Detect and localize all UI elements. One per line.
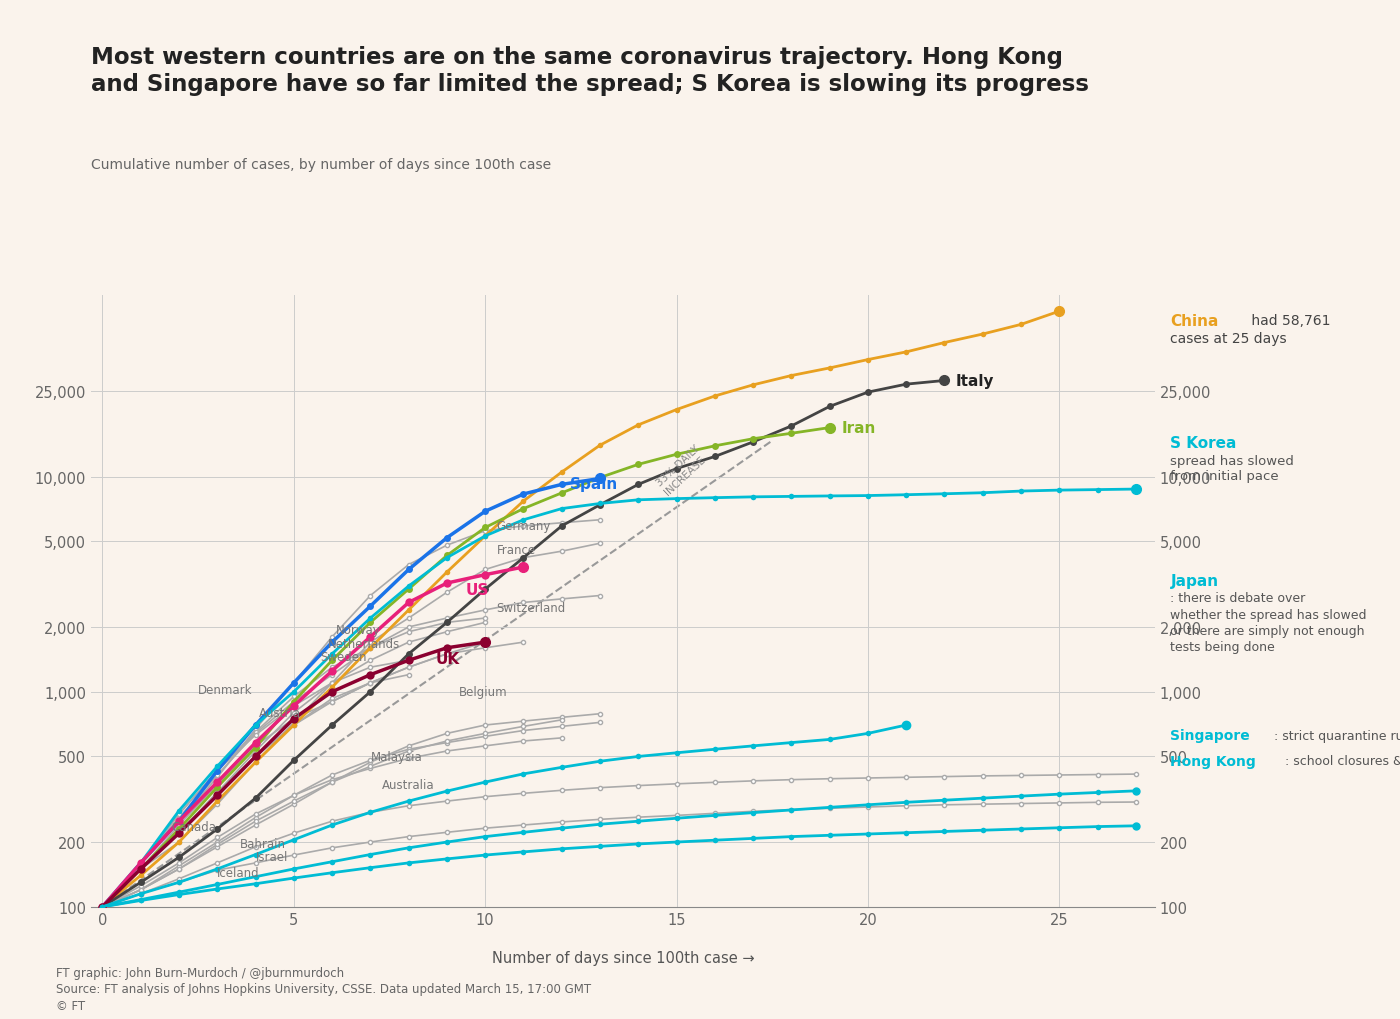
Text: Iran: Iran xyxy=(841,421,875,436)
Text: © FT: © FT xyxy=(56,999,85,1012)
Text: Hong Kong: Hong Kong xyxy=(1170,754,1256,768)
Text: Israel: Israel xyxy=(256,850,288,863)
Text: Spain: Spain xyxy=(570,477,617,491)
Text: tests being done: tests being done xyxy=(1170,641,1275,653)
Text: US: US xyxy=(466,582,490,597)
Text: had 58,761: had 58,761 xyxy=(1247,314,1331,328)
Text: : there is debate over: : there is debate over xyxy=(1170,592,1306,604)
Text: spread has slowed: spread has slowed xyxy=(1170,454,1294,467)
Text: Germany: Germany xyxy=(497,520,552,533)
Text: Netherlands: Netherlands xyxy=(328,637,400,650)
Text: Belgium: Belgium xyxy=(458,686,507,698)
Text: Cumulative number of cases, by number of days since 100th case: Cumulative number of cases, by number of… xyxy=(91,158,552,172)
Text: : school closures & quarantine, strong community response: : school closures & quarantine, strong c… xyxy=(1285,755,1400,767)
Text: Sweden: Sweden xyxy=(321,650,367,663)
Text: or there are simply not enough: or there are simply not enough xyxy=(1170,625,1365,637)
Text: Singapore: Singapore xyxy=(1170,729,1250,743)
Text: Bahrain: Bahrain xyxy=(241,838,286,850)
Text: Canada: Canada xyxy=(171,820,217,834)
Text: Iceland: Iceland xyxy=(217,866,260,878)
Text: 33% DAILY
INCREASE: 33% DAILY INCREASE xyxy=(654,443,710,496)
Text: UK: UK xyxy=(435,652,459,666)
Text: Number of days since 100th case →: Number of days since 100th case → xyxy=(491,950,755,965)
Text: Denmark: Denmark xyxy=(199,684,252,697)
Text: Malaysia: Malaysia xyxy=(371,750,423,763)
Text: China: China xyxy=(1170,314,1219,328)
Text: Most western countries are on the same coronavirus trajectory. Hong Kong
and Sin: Most western countries are on the same c… xyxy=(91,46,1089,97)
Text: from initial pace: from initial pace xyxy=(1170,470,1280,482)
Text: FT graphic: John Burn-Murdoch / @jburnmurdoch: FT graphic: John Burn-Murdoch / @jburnmu… xyxy=(56,966,344,979)
Text: : strict quarantine rules & contact tracing: : strict quarantine rules & contact trac… xyxy=(1274,730,1400,742)
Text: whether the spread has slowed: whether the spread has slowed xyxy=(1170,608,1366,621)
Text: Australia: Australia xyxy=(382,779,434,792)
Text: cases at 25 days: cases at 25 days xyxy=(1170,331,1287,345)
Text: S Korea: S Korea xyxy=(1170,436,1236,450)
Text: Austria: Austria xyxy=(259,706,301,719)
Text: Italy: Italy xyxy=(956,374,994,388)
Text: Switzerland: Switzerland xyxy=(497,602,566,614)
Text: France: France xyxy=(497,543,536,556)
Text: Japan: Japan xyxy=(1170,574,1218,588)
Text: Source: FT analysis of Johns Hopkins University, CSSE. Data updated March 15, 17: Source: FT analysis of Johns Hopkins Uni… xyxy=(56,982,591,996)
Text: Norway: Norway xyxy=(336,624,381,636)
